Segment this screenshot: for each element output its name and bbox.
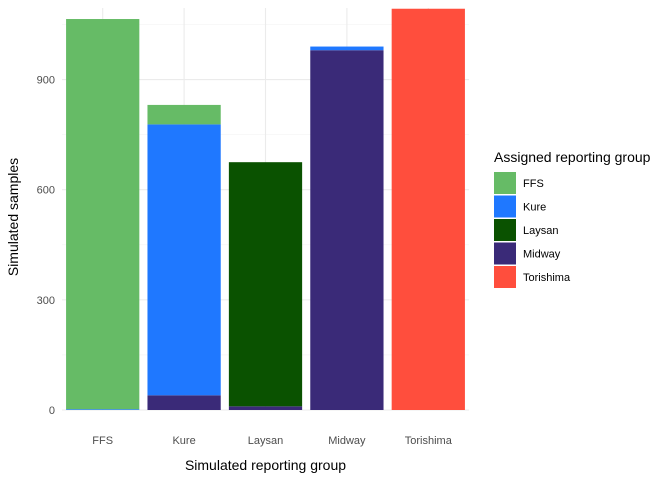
- legend-label-ffs: FFS: [523, 178, 544, 190]
- x-axis: FFS Kure Laysan Midway Torishima: [92, 435, 452, 447]
- x-axis-title: Simulated reporting group: [185, 457, 346, 473]
- bar-torishima-torishima: [391, 8, 465, 410]
- x-tick-label: Laysan: [248, 435, 283, 447]
- legend-title: Assigned reporting group: [494, 149, 651, 165]
- x-tick-label: Torishima: [405, 435, 453, 447]
- legend-swatch-kure: [494, 195, 516, 218]
- y-axis-title: Simulated samples: [5, 158, 21, 276]
- bars: [66, 8, 465, 410]
- legend-swatch-midway: [494, 242, 516, 265]
- y-tick-label: 600: [37, 185, 55, 197]
- legend-label-midway: Midway: [523, 249, 561, 261]
- legend-label-torishima: Torishima: [523, 272, 571, 284]
- x-tick-label: Kure: [172, 435, 195, 447]
- x-tick-label: Midway: [328, 435, 366, 447]
- bar-ffs-ffs: [66, 19, 140, 410]
- bar-midway-midway: [310, 50, 384, 410]
- y-axis: 0 300 600 900: [37, 75, 55, 417]
- bar-laysan-midway: [228, 406, 303, 410]
- legend-label-kure: Kure: [523, 202, 546, 214]
- legend-swatch-laysan: [494, 219, 516, 241]
- y-tick-label: 900: [37, 75, 55, 87]
- legend: Assigned reporting group FFS Kure Laysan Mi…: [494, 149, 651, 288]
- bar-kure-kure: [147, 124, 221, 396]
- bar-kure-ffs: [147, 104, 221, 125]
- legend-swatch-ffs: [494, 172, 516, 194]
- y-tick-label: 300: [37, 295, 55, 307]
- x-tick-label: FFS: [92, 435, 113, 447]
- bar-laysan-laysan: [228, 162, 303, 407]
- bar-midway-kure: [310, 46, 384, 51]
- bar-ffs-kure: [66, 409, 140, 410]
- legend-swatch-torishima: [494, 266, 516, 288]
- y-tick-label: 0: [49, 405, 55, 417]
- legend-label-laysan: Laysan: [523, 225, 558, 237]
- bar-kure-midway: [147, 395, 221, 410]
